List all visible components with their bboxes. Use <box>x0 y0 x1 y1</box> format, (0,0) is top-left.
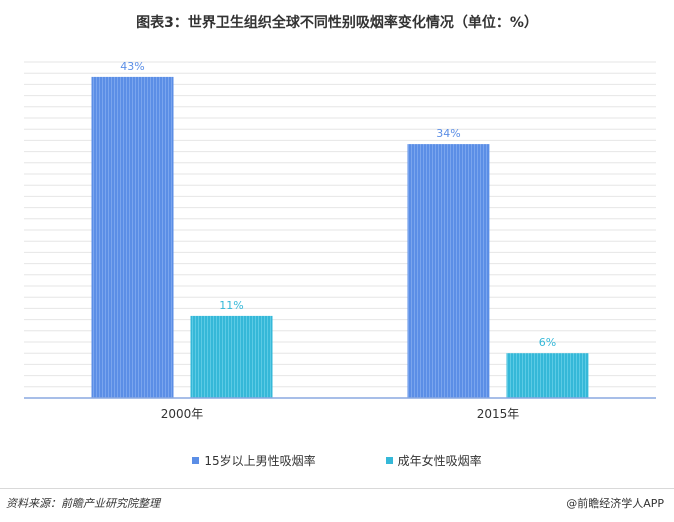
data-label-male-1: 34% <box>436 127 460 140</box>
brand-credit: @前瞻经济学人APP <box>566 497 664 510</box>
legend-swatch-male <box>192 457 200 464</box>
chart-title: 图表3：世界卫生组织全球不同性别吸烟率变化情况（单位：%） <box>136 15 538 31</box>
data-label-male-0: 43% <box>120 60 144 73</box>
bar-female-0 <box>190 315 273 398</box>
legend-label-male: 15岁以上男性吸烟率 <box>204 454 316 468</box>
x-tick-label-0: 2000年 <box>161 407 204 421</box>
source-note: 资料来源：前瞻产业研究院整理 <box>6 497 160 510</box>
footer-divider <box>0 488 674 489</box>
bar-male-1 <box>407 144 490 398</box>
legend-item-male: 15岁以上男性吸烟率 <box>192 452 316 469</box>
legend: 15岁以上男性吸烟率 成年女性吸烟率 <box>0 452 674 469</box>
data-label-female-1: 6% <box>539 336 556 349</box>
legend-item-female: 成年女性吸烟率 <box>385 452 482 469</box>
legend-swatch-female <box>385 457 393 464</box>
data-label-female-0: 11% <box>219 299 243 312</box>
legend-label-female: 成年女性吸烟率 <box>397 454 482 468</box>
bar-female-1 <box>506 353 589 398</box>
x-tick-label-1: 2015年 <box>477 407 520 421</box>
bar-male-0 <box>91 76 174 399</box>
